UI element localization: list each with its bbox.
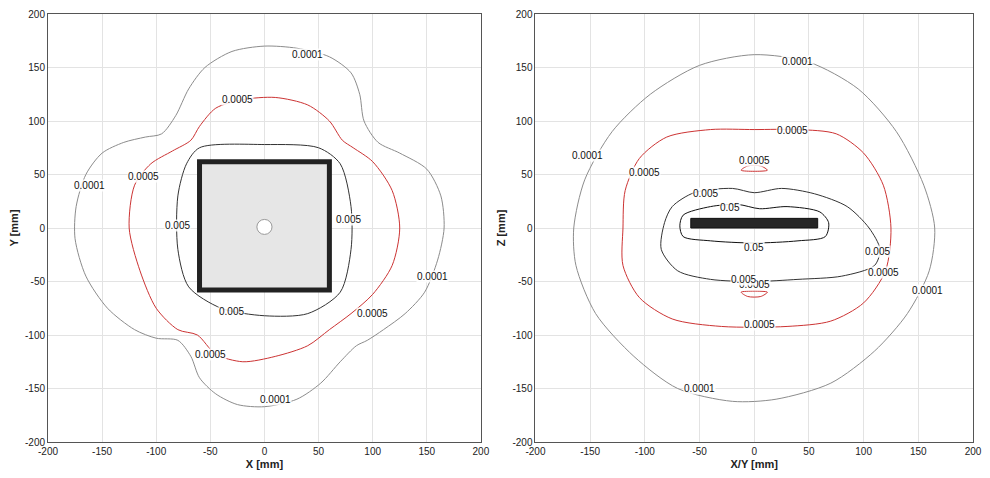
svg-text:150: 150 [418, 446, 435, 457]
svg-text:150: 150 [516, 62, 533, 73]
svg-text:0.0001: 0.0001 [260, 394, 291, 405]
svg-text:0: 0 [39, 223, 45, 234]
svg-text:50: 50 [803, 446, 815, 457]
svg-text:-100: -100 [25, 330, 45, 341]
svg-text:150: 150 [28, 62, 45, 73]
svg-text:0.005: 0.005 [336, 214, 361, 225]
svg-text:0.005: 0.005 [165, 220, 190, 231]
svg-text:0.05: 0.05 [744, 242, 764, 253]
svg-text:-200: -200 [25, 437, 45, 448]
svg-text:0.0005: 0.0005 [744, 319, 775, 330]
svg-text:0.0001: 0.0001 [292, 49, 323, 60]
svg-text:0.0005: 0.0005 [222, 94, 253, 105]
svg-text:0.0005: 0.0005 [739, 279, 770, 290]
svg-text:-50: -50 [203, 446, 218, 457]
svg-text:100: 100 [516, 116, 533, 127]
svg-text:-100: -100 [146, 446, 166, 457]
svg-text:0.005: 0.005 [219, 306, 244, 317]
svg-text:Y [mm]: Y [mm] [8, 209, 20, 246]
svg-text:200: 200 [473, 446, 490, 457]
svg-text:X [mm]: X [mm] [246, 458, 284, 470]
svg-text:0.0005: 0.0005 [777, 125, 808, 136]
svg-text:0.0005: 0.0005 [357, 308, 388, 319]
svg-text:-150: -150 [580, 446, 600, 457]
svg-text:-50: -50 [518, 276, 533, 287]
svg-text:0: 0 [527, 223, 533, 234]
svg-text:0.005: 0.005 [865, 246, 890, 257]
svg-text:-50: -50 [692, 446, 707, 457]
svg-text:0.05: 0.05 [720, 202, 740, 213]
svg-text:Z [mm]: Z [mm] [495, 209, 507, 246]
svg-text:0.0005: 0.0005 [739, 155, 770, 166]
svg-text:0: 0 [262, 446, 268, 457]
svg-text:-200: -200 [38, 446, 58, 457]
svg-text:50: 50 [34, 169, 46, 180]
svg-text:100: 100 [364, 446, 381, 457]
svg-text:200: 200 [516, 9, 533, 20]
svg-text:100: 100 [855, 446, 872, 457]
svg-text:0.005: 0.005 [731, 274, 756, 285]
svg-text:-200: -200 [512, 437, 532, 448]
svg-text:X/Y [mm]: X/Y [mm] [730, 458, 778, 470]
svg-text:0.0005: 0.0005 [195, 349, 226, 360]
svg-text:150: 150 [910, 446, 927, 457]
svg-text:-150: -150 [25, 383, 45, 394]
svg-text:0.0005: 0.0005 [128, 171, 159, 182]
svg-text:0.005: 0.005 [693, 188, 718, 199]
svg-text:50: 50 [313, 446, 325, 457]
svg-text:-50: -50 [31, 276, 46, 287]
svg-text:-100: -100 [635, 446, 655, 457]
svg-text:-150: -150 [512, 383, 532, 394]
svg-text:0.0001: 0.0001 [417, 271, 448, 282]
svg-text:200: 200 [28, 9, 45, 20]
svg-text:-150: -150 [92, 446, 112, 457]
svg-text:-100: -100 [512, 330, 532, 341]
svg-text:0.0001: 0.0001 [684, 383, 715, 394]
svg-text:0.0001: 0.0001 [912, 285, 943, 296]
svg-text:0.0001: 0.0001 [782, 56, 813, 67]
svg-text:0: 0 [751, 446, 757, 457]
svg-text:50: 50 [521, 169, 533, 180]
svg-text:0.0005: 0.0005 [629, 167, 660, 178]
svg-text:0.0001: 0.0001 [572, 150, 603, 161]
svg-text:100: 100 [28, 116, 45, 127]
svg-text:-200: -200 [525, 446, 545, 457]
svg-text:0.0001: 0.0001 [74, 180, 105, 191]
svg-text:0.0005: 0.0005 [868, 267, 899, 278]
svg-text:200: 200 [965, 446, 982, 457]
